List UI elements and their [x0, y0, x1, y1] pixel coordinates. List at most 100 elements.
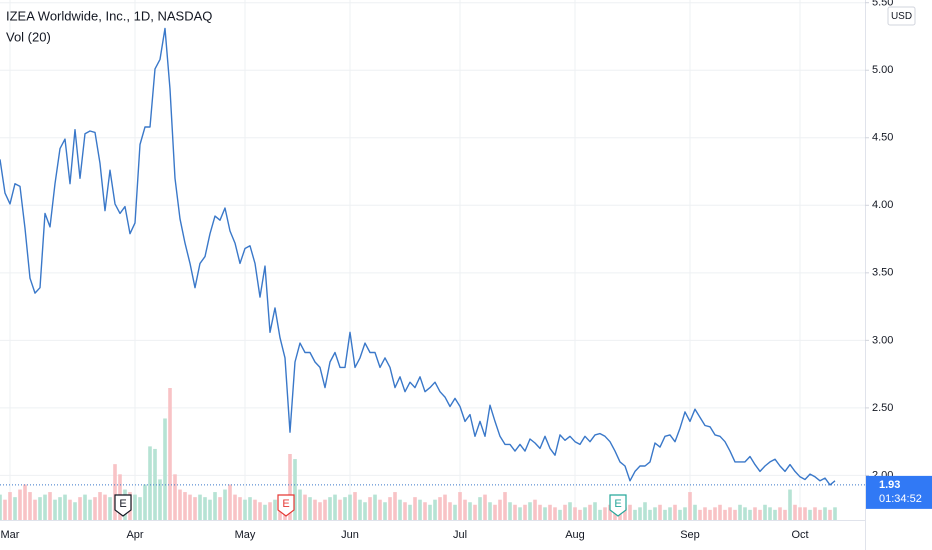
volume-bar	[788, 489, 792, 520]
volume-bar	[178, 489, 182, 520]
grid	[0, 0, 865, 520]
volume-bar	[423, 502, 427, 520]
volume-bar	[403, 502, 407, 520]
volume-bar	[418, 499, 422, 520]
volume-bar	[373, 494, 377, 520]
volume-bar	[83, 494, 87, 520]
volume-bar	[198, 494, 202, 520]
volume-bar	[588, 504, 592, 520]
last-price-label: 1.93	[879, 479, 900, 491]
volume-bar	[778, 507, 782, 520]
volume-bar	[393, 492, 397, 520]
volume-bar	[253, 499, 257, 520]
volume-bar	[513, 504, 517, 520]
volume-bar	[213, 492, 217, 520]
volume-bar	[433, 499, 437, 520]
volume-bar	[383, 502, 387, 520]
volume-bar	[633, 509, 637, 520]
volume-bar	[638, 507, 642, 520]
volume-bar	[733, 509, 737, 520]
x-tick-label: Jul	[453, 529, 467, 541]
chart-title: IZEA Worldwide, Inc., 1D, NASDAQ	[6, 8, 212, 23]
volume-bar	[413, 497, 417, 520]
volume-bar	[683, 507, 687, 520]
volume-bar	[648, 509, 652, 520]
x-tick-label: May	[235, 529, 256, 541]
volume-bar	[363, 502, 367, 520]
volume-bar	[8, 492, 12, 520]
volume-bar	[233, 494, 237, 520]
volume-bar	[748, 509, 752, 520]
volume-bar	[573, 507, 577, 520]
volume-bar	[758, 509, 762, 520]
volume-bar	[643, 502, 647, 520]
volume-bar	[738, 504, 742, 520]
volume-bar	[353, 492, 357, 520]
volume-bar	[273, 499, 277, 520]
volume-bar	[798, 507, 802, 520]
earnings-marker	[114, 494, 132, 517]
volume-bar	[458, 492, 462, 520]
volume-bar	[753, 507, 757, 520]
volume-bar	[258, 502, 262, 520]
volume-bar	[583, 507, 587, 520]
volume-bar	[78, 497, 82, 520]
volume-bar	[98, 492, 102, 520]
volume-bar	[303, 494, 307, 520]
volume-bar	[298, 489, 302, 520]
volume-bar	[603, 507, 607, 520]
volume-bar	[478, 497, 482, 520]
volume-bar	[108, 497, 112, 520]
volume-bar	[658, 504, 662, 520]
volume-bar	[133, 494, 137, 520]
volume-bar	[823, 507, 827, 520]
volume-bar	[348, 494, 352, 520]
volume-bar	[463, 499, 467, 520]
volume-bar	[608, 504, 612, 520]
volume-bar	[653, 507, 657, 520]
volume-bar	[528, 502, 532, 520]
volume-bar	[578, 509, 582, 520]
volume-bar	[593, 502, 597, 520]
volume-bar	[828, 509, 832, 520]
y-tick-label: 4.00	[872, 199, 893, 211]
volume-bar	[153, 448, 157, 520]
earnings-marker	[609, 494, 627, 517]
volume-bar	[503, 492, 507, 520]
volume-bar	[38, 497, 42, 520]
volume-bar	[293, 459, 297, 520]
volume-bar	[468, 502, 472, 520]
volume-bar	[18, 489, 22, 520]
currency-badge[interactable]	[887, 6, 916, 26]
volume-bar	[688, 492, 692, 520]
volume-bar	[483, 494, 487, 520]
volume-bar	[568, 502, 572, 520]
volume-bar	[553, 507, 557, 520]
volume-bar	[263, 504, 267, 520]
x-tick-label: Jun	[341, 529, 359, 541]
currency-label: USD	[891, 11, 912, 22]
volume-bar	[743, 507, 747, 520]
volume-bar	[793, 504, 797, 520]
volume-bar	[488, 502, 492, 520]
volume-bar	[28, 492, 32, 520]
volume-bar	[53, 499, 57, 520]
y-tick-label: 4.50	[872, 132, 893, 144]
volume-bar	[103, 494, 107, 520]
x-tick-label: Mar	[1, 529, 20, 541]
volume-bar	[268, 502, 272, 520]
volume-bar	[678, 509, 682, 520]
y-tick-label: 2.50	[872, 402, 893, 414]
volume-bar	[23, 484, 27, 520]
volume-bar	[473, 504, 477, 520]
volume-bar	[728, 507, 732, 520]
last-price-tag	[866, 475, 932, 509]
volume-bar	[808, 509, 812, 520]
volume-bar	[168, 388, 172, 520]
volume-bar	[698, 509, 702, 520]
volume-bar	[333, 494, 337, 520]
earnings-label: E	[614, 498, 621, 510]
volume-bar	[378, 499, 382, 520]
